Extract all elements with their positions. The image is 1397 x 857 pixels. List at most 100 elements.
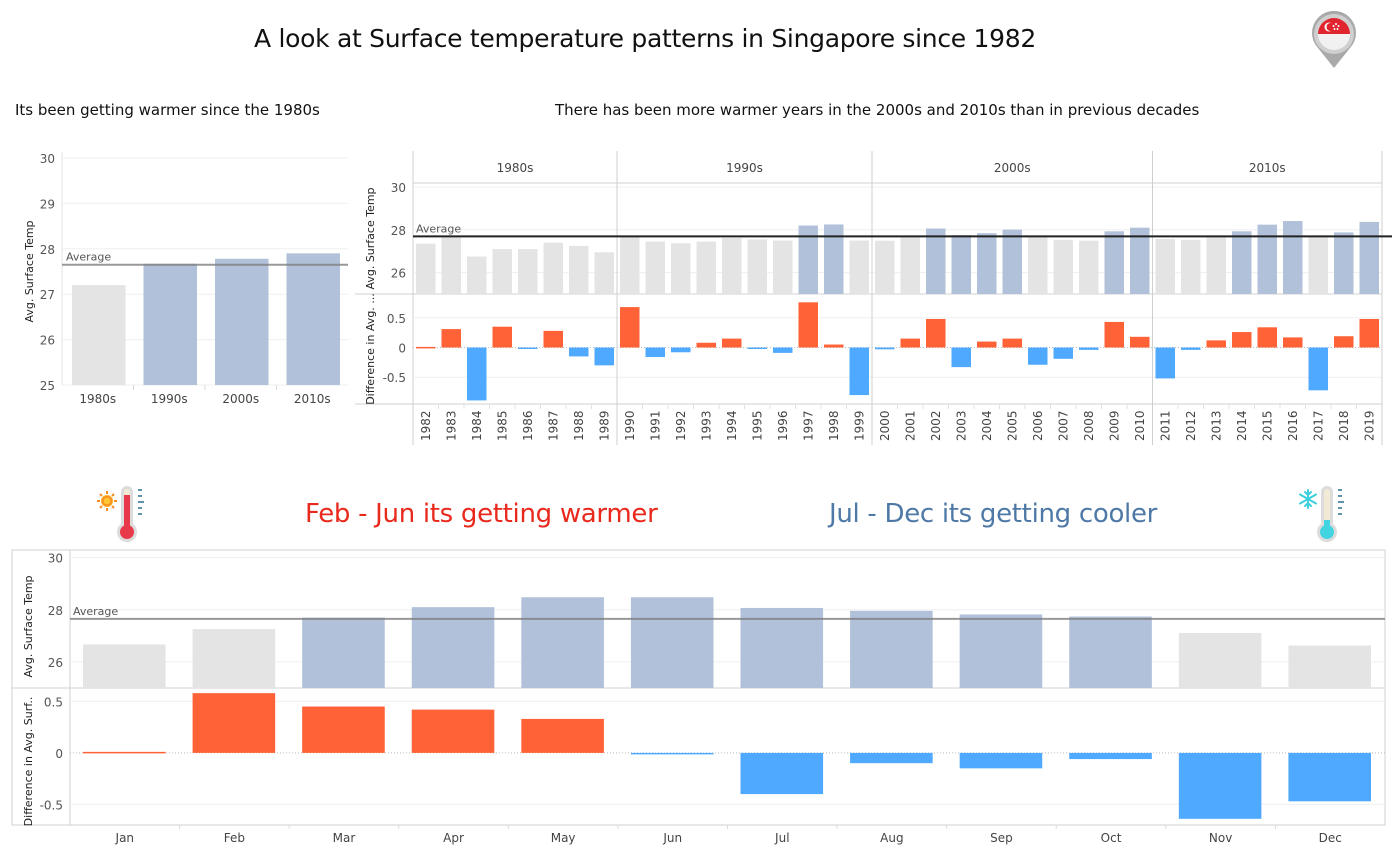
x-tick-label: 1983	[444, 410, 458, 441]
x-tick-label: 1984	[470, 410, 484, 441]
diff-bar-1996	[773, 347, 793, 353]
x-tick-label: 2011	[1158, 410, 1172, 441]
x-tick-label: 1990	[623, 410, 637, 441]
temp-bar-Oct	[1069, 616, 1152, 688]
temp-bar-Jun	[630, 597, 714, 688]
singapore-flag-pin-icon	[1310, 10, 1358, 70]
decades-chart: 25 26 27 28 29 30 Avg. Surface Temp 1980s 1990s 2…	[23, 152, 348, 406]
x-tick-label: 2000	[878, 410, 892, 441]
diff-bar-Sep	[959, 752, 1043, 769]
x-tick-label: 1997	[801, 410, 815, 441]
temp-bar-2009	[1104, 231, 1124, 294]
temp-bar-2015	[1257, 224, 1277, 294]
x-tick-label: 2002	[929, 410, 943, 441]
temp-bar-Mar	[302, 617, 385, 688]
x-tick-label: 2006	[1031, 410, 1045, 441]
x-tick-label: 1985	[495, 410, 509, 441]
temp-bar-2011	[1155, 239, 1175, 294]
diff-bar-1985	[492, 326, 512, 348]
x-tick-label: 1993	[699, 410, 713, 441]
group-header-2000s: 2000s	[994, 161, 1031, 175]
diff-bar-Feb	[192, 693, 276, 753]
temp-bar-1989	[594, 252, 614, 294]
diff-bar-Jan	[83, 751, 166, 754]
diff-bar-Jul	[740, 752, 824, 795]
temp-bar-1986	[518, 249, 538, 294]
x-tick-label: Dec	[1319, 831, 1342, 845]
y-tick-label: 28	[48, 604, 63, 618]
y-tick-label: 28	[391, 224, 406, 238]
x-tick-label: 1987	[546, 410, 560, 441]
x-tick-label: Jun	[662, 831, 682, 845]
x-tick-label: 1995	[750, 410, 764, 441]
temp-bar-2003	[951, 235, 971, 294]
x-tick-label: May	[551, 831, 576, 845]
x-tick-label: Jul	[774, 831, 789, 845]
temp-bar-1993	[696, 241, 716, 294]
x-tick-label: Oct	[1101, 831, 1122, 845]
temp-bar-2000	[875, 240, 895, 294]
temp-bar-2018	[1334, 232, 1354, 294]
diff-bar-2008	[1079, 347, 1099, 350]
diff-bar-1999	[849, 347, 869, 396]
temp-bar-2001	[900, 237, 920, 294]
dashboard-title: A look at Surface temperature patterns i…	[254, 24, 1036, 53]
temp-bar-1997	[798, 225, 818, 294]
diff-bar-2018	[1334, 336, 1354, 348]
temp-bar-Feb	[192, 629, 276, 688]
temp-bar-Dec	[1288, 645, 1371, 688]
y-tick-label: 0	[398, 342, 406, 356]
temp-bar-2010	[1130, 227, 1150, 294]
diff-bar-2019	[1359, 318, 1379, 348]
y-axis-title-temp: Avg. Surface Temp	[364, 187, 377, 289]
y-tick-label: 28	[40, 243, 55, 257]
group-header-1990s: 1990s	[726, 161, 763, 175]
x-tick-label: 2015	[1260, 410, 1274, 441]
diff-bar-1982	[416, 346, 436, 349]
y-tick-label: 30	[391, 181, 406, 195]
diff-bar-2000	[875, 347, 895, 350]
group-header-1980s: 1980s	[497, 161, 534, 175]
x-tick-label: 2003	[954, 410, 968, 441]
x-tick-label: 2009	[1107, 410, 1121, 441]
diff-bar-May	[521, 718, 604, 753]
x-tick-label: 2018	[1337, 410, 1351, 441]
diff-bar-1988	[569, 347, 589, 357]
diff-bar-2005	[1002, 338, 1022, 348]
x-tick-label: 2016	[1286, 410, 1300, 441]
temp-bar-2008	[1079, 240, 1099, 294]
temp-bar-Sep	[959, 614, 1043, 688]
x-tick-label: 1990s	[151, 392, 188, 406]
x-tick-label: 2017	[1311, 410, 1325, 441]
temp-bar-1996	[773, 240, 793, 294]
x-tick-label: 2005	[1005, 410, 1019, 441]
y-tick-label: 26	[48, 656, 63, 670]
y-axis-title-temp: Avg. Surface Temp	[22, 575, 35, 677]
x-tick-label: 2013	[1209, 410, 1223, 441]
thermometer-snowflake-icon	[1295, 482, 1351, 544]
y-tick-label: 26	[391, 267, 406, 281]
bar-2010s	[286, 253, 340, 385]
temp-bar-1994	[722, 237, 742, 294]
diff-bar-2006	[1028, 347, 1048, 365]
diff-bar-Nov	[1178, 752, 1262, 819]
diff-bar-2011	[1155, 347, 1175, 379]
decades-chart-title: Its been getting warmer since the 1980s	[15, 101, 320, 119]
diff-bar-1986	[518, 347, 538, 350]
temp-bar-1998	[824, 224, 844, 294]
temp-bar-2019	[1359, 221, 1379, 294]
x-tick-label: Jan	[115, 831, 135, 845]
x-tick-label: 1991	[648, 410, 662, 441]
years-chart-title: There has been more warmer years in the …	[555, 101, 1200, 119]
temp-bar-2013	[1206, 237, 1226, 294]
diff-bar-2007	[1053, 347, 1073, 359]
diff-bar-1995	[747, 347, 767, 350]
y-tick-label: 0.5	[387, 312, 406, 326]
y-tick-label: 25	[40, 379, 55, 393]
temp-bar-1991	[645, 241, 665, 294]
x-tick-label: Nov	[1209, 831, 1232, 845]
x-tick-label: Apr	[443, 831, 464, 845]
temp-bar-Nov	[1178, 632, 1262, 688]
diff-bar-Jun	[630, 752, 714, 755]
diff-bar-1993	[696, 342, 716, 348]
